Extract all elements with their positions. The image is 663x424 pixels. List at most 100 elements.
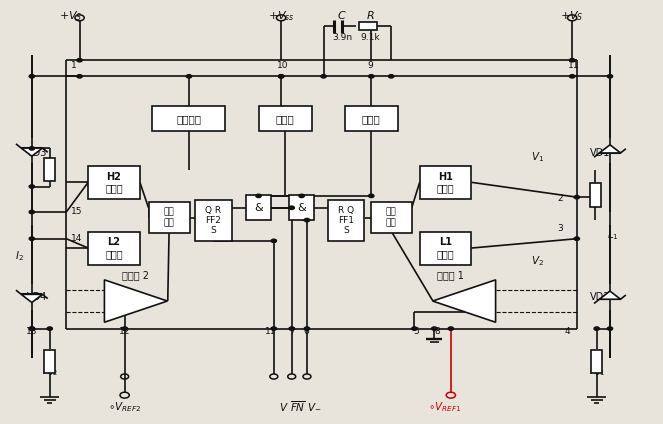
Text: 逻辑
电路: 逻辑 电路 [386,208,396,227]
Text: 5: 5 [413,327,418,336]
Circle shape [29,327,34,330]
Text: Q R
FF2
S: Q R FF2 S [206,206,221,235]
Text: $+V_S$: $+V_S$ [59,9,83,22]
Text: $\circ V_{REF2}$: $\circ V_{REF2}$ [108,400,141,414]
Text: $R_2$: $R_2$ [44,163,56,176]
Polygon shape [21,148,42,156]
Circle shape [412,327,417,330]
Circle shape [289,206,294,209]
Bar [149,202,190,233]
Bar [44,349,55,373]
Text: $V_{-}$: $V_{-}$ [307,402,322,412]
Circle shape [570,59,575,62]
Circle shape [369,194,374,198]
Circle shape [304,218,310,222]
Text: 4: 4 [565,327,570,336]
Text: 比较器 1: 比较器 1 [438,270,464,280]
Bar [328,200,365,241]
Circle shape [304,327,310,330]
Circle shape [432,327,437,330]
Circle shape [29,210,34,214]
Text: L2
驱动器: L2 驱动器 [105,237,123,259]
Text: 15: 15 [71,207,82,217]
Circle shape [594,327,599,330]
Circle shape [271,327,276,330]
Bar [590,183,601,206]
Text: 14: 14 [71,234,82,243]
Bar [420,232,471,265]
Circle shape [77,59,82,62]
Polygon shape [104,280,167,322]
Text: 9.1k: 9.1k [360,33,380,42]
Bar [420,166,471,199]
Text: 逻辑
电路: 逻辑 电路 [164,208,174,227]
Text: $R_1$: $R_1$ [589,182,601,195]
Circle shape [389,75,394,78]
Circle shape [77,75,82,78]
Circle shape [29,75,34,78]
Circle shape [256,194,261,198]
Bar [152,106,225,131]
Circle shape [570,75,575,78]
Text: 10: 10 [277,61,288,70]
Polygon shape [432,280,495,322]
Bar [246,195,271,220]
Text: &: & [254,203,263,213]
Text: $V_1$: $V_1$ [530,150,544,164]
Polygon shape [599,145,621,153]
Circle shape [29,327,34,330]
Text: $+V_{ss}$: $+V_{ss}$ [268,9,294,22]
Text: L1
驱动器: L1 驱动器 [437,237,454,259]
Text: 6: 6 [304,327,309,336]
Bar [88,232,140,265]
Text: &: & [297,203,306,213]
Text: VD2: VD2 [589,292,610,302]
Text: 稳压器: 稳压器 [276,114,294,124]
Text: 2: 2 [557,194,562,203]
Bar [88,166,140,199]
Text: 过热关断: 过热关断 [176,114,202,124]
Circle shape [278,75,284,78]
Text: $R$: $R$ [365,9,375,21]
Text: 3: 3 [557,224,563,234]
Text: $\overline{FN}$: $\overline{FN}$ [290,400,306,414]
Text: 13: 13 [26,327,38,336]
Circle shape [321,75,326,78]
Circle shape [271,239,276,243]
Text: VD1: VD1 [589,148,610,158]
Text: 比较器 2: 比较器 2 [123,270,149,280]
Circle shape [574,237,579,240]
Bar [371,202,412,233]
Text: $V$: $V$ [279,401,288,413]
Text: 11: 11 [265,327,276,336]
Text: 7: 7 [289,327,294,336]
Circle shape [122,327,127,330]
Circle shape [369,75,374,78]
Text: 1: 1 [71,61,77,70]
Circle shape [289,327,294,330]
Text: 8: 8 [435,327,440,336]
Text: R Q
FF1
S: R Q FF1 S [338,206,354,235]
Text: $\circ V_{REF1}$: $\circ V_{REF1}$ [428,400,461,414]
Text: $I_2$: $I_2$ [15,250,25,263]
Text: $+V_S$: $+V_S$ [560,9,584,22]
Text: $V_2$: $V_2$ [530,254,544,268]
Bar [196,200,232,241]
Circle shape [47,327,52,330]
Text: $R_{s2}$: $R_{s2}$ [42,364,58,378]
Text: 11: 11 [568,61,579,70]
Text: $C$: $C$ [337,9,347,21]
Bar [259,106,312,131]
Circle shape [278,75,284,78]
Circle shape [186,75,192,78]
Bar [289,195,314,220]
Circle shape [607,75,613,78]
Bar [44,158,55,181]
Bar [591,349,602,373]
Bar [345,106,398,131]
Text: H2
驱动器: H2 驱动器 [105,172,123,193]
Circle shape [448,327,453,330]
Text: 3.9n: 3.9n [332,33,352,42]
Text: H1
驱动器: H1 驱动器 [437,172,454,193]
Polygon shape [599,291,621,299]
